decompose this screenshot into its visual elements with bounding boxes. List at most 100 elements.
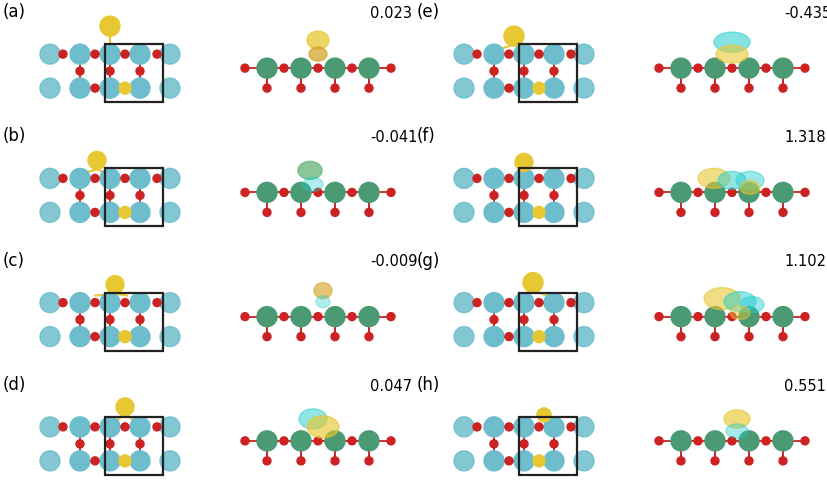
Circle shape	[573, 293, 593, 313]
Ellipse shape	[307, 416, 338, 438]
Circle shape	[100, 202, 120, 222]
Bar	[105, 293, 163, 350]
Circle shape	[153, 174, 160, 182]
Circle shape	[514, 417, 533, 437]
Circle shape	[670, 431, 691, 451]
Circle shape	[91, 174, 99, 182]
Circle shape	[772, 307, 792, 327]
Circle shape	[710, 332, 718, 340]
Circle shape	[772, 182, 792, 202]
Bar	[105, 168, 163, 226]
Text: (e): (e)	[417, 3, 440, 21]
Ellipse shape	[725, 424, 747, 438]
Circle shape	[40, 44, 60, 64]
Ellipse shape	[723, 410, 749, 428]
Circle shape	[772, 431, 792, 451]
Circle shape	[76, 191, 84, 199]
Circle shape	[121, 84, 129, 92]
Circle shape	[70, 78, 90, 98]
Circle shape	[100, 451, 120, 471]
Circle shape	[504, 299, 513, 307]
Circle shape	[484, 44, 504, 64]
Circle shape	[119, 82, 131, 94]
Circle shape	[523, 273, 543, 293]
Circle shape	[325, 431, 345, 451]
Circle shape	[670, 307, 691, 327]
Circle shape	[59, 423, 67, 431]
Circle shape	[727, 188, 735, 196]
Circle shape	[130, 327, 150, 346]
Circle shape	[533, 331, 544, 342]
Circle shape	[121, 332, 129, 340]
Circle shape	[70, 202, 90, 222]
Circle shape	[490, 440, 497, 448]
Circle shape	[739, 307, 758, 327]
Circle shape	[519, 440, 528, 448]
Circle shape	[359, 307, 379, 327]
Circle shape	[130, 168, 150, 188]
Circle shape	[76, 440, 84, 448]
Circle shape	[359, 58, 379, 78]
Circle shape	[514, 44, 533, 64]
Circle shape	[365, 332, 372, 340]
Circle shape	[136, 67, 144, 75]
Circle shape	[543, 202, 563, 222]
Circle shape	[91, 332, 99, 340]
Circle shape	[241, 437, 249, 445]
Text: (a): (a)	[3, 3, 26, 21]
Circle shape	[256, 182, 277, 202]
Circle shape	[130, 78, 150, 98]
Ellipse shape	[313, 283, 332, 299]
Circle shape	[280, 313, 288, 321]
Circle shape	[514, 451, 533, 471]
Circle shape	[519, 67, 528, 75]
Circle shape	[160, 417, 179, 437]
Text: (c): (c)	[3, 251, 25, 269]
Circle shape	[88, 152, 106, 169]
Circle shape	[693, 437, 701, 445]
Circle shape	[160, 44, 179, 64]
Circle shape	[100, 417, 120, 437]
Circle shape	[160, 202, 179, 222]
Circle shape	[573, 44, 593, 64]
Circle shape	[91, 299, 99, 307]
Circle shape	[453, 327, 473, 346]
Circle shape	[761, 64, 769, 72]
Circle shape	[484, 202, 504, 222]
Circle shape	[761, 313, 769, 321]
Circle shape	[566, 299, 574, 307]
Circle shape	[739, 182, 758, 202]
Circle shape	[91, 423, 99, 431]
Circle shape	[573, 327, 593, 346]
Circle shape	[504, 26, 523, 46]
Circle shape	[59, 174, 67, 182]
Circle shape	[504, 208, 513, 216]
Circle shape	[40, 78, 60, 98]
Circle shape	[676, 84, 684, 92]
Circle shape	[533, 82, 544, 94]
Circle shape	[347, 313, 356, 321]
Ellipse shape	[717, 171, 745, 189]
Circle shape	[566, 50, 574, 58]
Circle shape	[119, 206, 131, 218]
Circle shape	[519, 191, 528, 199]
Circle shape	[365, 457, 372, 465]
Circle shape	[40, 417, 60, 437]
Circle shape	[670, 58, 691, 78]
Ellipse shape	[723, 292, 755, 312]
Circle shape	[106, 67, 114, 75]
Circle shape	[76, 316, 84, 324]
Circle shape	[549, 67, 557, 75]
Circle shape	[100, 78, 120, 98]
Circle shape	[453, 78, 473, 98]
Circle shape	[514, 78, 533, 98]
Ellipse shape	[308, 47, 327, 61]
Circle shape	[100, 327, 120, 346]
Circle shape	[297, 457, 304, 465]
Circle shape	[472, 423, 480, 431]
Circle shape	[761, 437, 769, 445]
Circle shape	[534, 299, 543, 307]
Ellipse shape	[713, 32, 749, 52]
Circle shape	[40, 202, 60, 222]
Circle shape	[534, 50, 543, 58]
